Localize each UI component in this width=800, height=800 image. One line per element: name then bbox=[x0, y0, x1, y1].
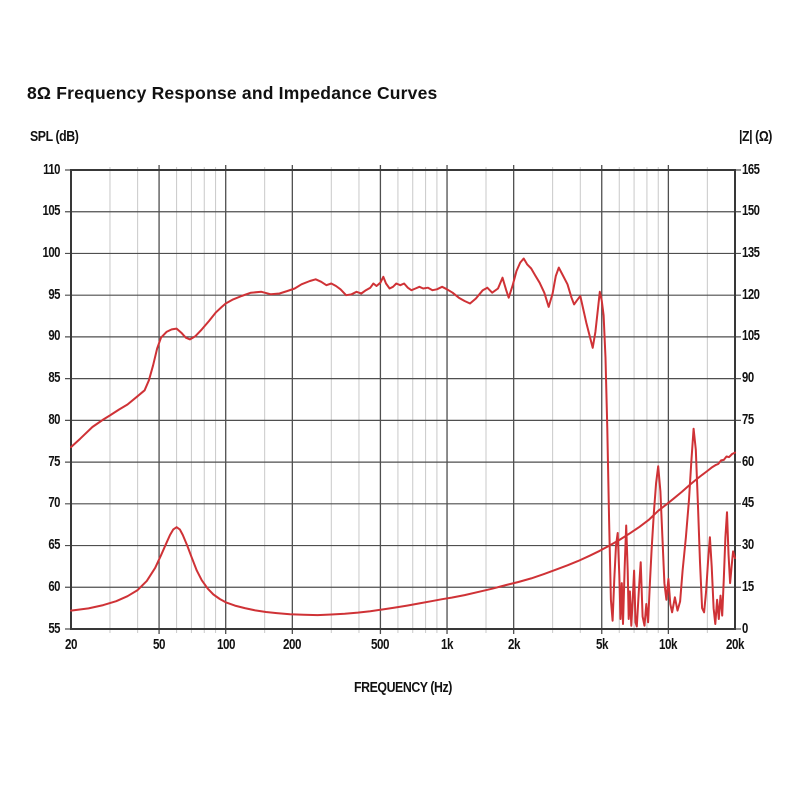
spl-tick-label: 85 bbox=[48, 370, 60, 387]
spl-tick-label: 60 bbox=[48, 578, 60, 595]
spl-tick-label: 75 bbox=[48, 453, 60, 470]
spl-tick-label: 100 bbox=[42, 244, 61, 261]
impedance-tick-label: 75 bbox=[742, 411, 754, 428]
freq-tick-label: 10k bbox=[659, 637, 678, 653]
spl-axis-label: SPL (dB) bbox=[30, 128, 79, 145]
frequency-response-curve bbox=[70, 257, 736, 628]
impedance-tick-label: 120 bbox=[742, 286, 760, 303]
impedance-tick-label: 150 bbox=[742, 203, 760, 220]
spl-tick-label: 65 bbox=[48, 537, 60, 554]
freq-tick-label: 100 bbox=[216, 637, 235, 653]
freq-tick-label: 200 bbox=[283, 637, 302, 653]
freq-tick-label: 2k bbox=[507, 637, 520, 653]
freq-tick-label: 50 bbox=[153, 637, 166, 653]
spl-tick-label: 95 bbox=[48, 286, 60, 303]
impedance-tick-label: 15 bbox=[742, 578, 754, 595]
impedance-axis-label: |Z| (Ω) bbox=[738, 128, 772, 145]
impedance-tick-label: 30 bbox=[742, 537, 754, 554]
freq-tick-label: 1k bbox=[441, 637, 454, 653]
freq-tick-label: 5k bbox=[595, 637, 608, 653]
freq-tick-label: 20 bbox=[65, 637, 77, 653]
impedance-tick-label: 135 bbox=[742, 244, 760, 261]
spl-tick-label: 110 bbox=[43, 161, 60, 178]
impedance-curve bbox=[70, 451, 736, 617]
spl-tick-label: 90 bbox=[48, 328, 60, 345]
plot-border bbox=[70, 169, 736, 630]
frequency-axis-label: FREQUENCY (Hz) bbox=[354, 680, 452, 696]
chart-title: 8Ω Frequency Response and Impedance Curv… bbox=[27, 83, 438, 103]
spl-tick-label: 105 bbox=[42, 203, 61, 220]
freq-tick-label: 20k bbox=[726, 637, 744, 653]
impedance-tick-label: 45 bbox=[742, 495, 754, 512]
impedance-tick-label: 165 bbox=[742, 161, 760, 178]
impedance-tick-label: 60 bbox=[742, 453, 754, 470]
spl-tick-label: 70 bbox=[48, 495, 60, 512]
impedance-tick-label: 0 bbox=[742, 620, 748, 637]
impedance-tick-label: 90 bbox=[742, 370, 754, 387]
freq-tick-label: 500 bbox=[371, 637, 390, 653]
spl-tick-label: 80 bbox=[48, 411, 60, 428]
impedance-tick-label: 105 bbox=[742, 328, 760, 345]
spl-tick-label: 55 bbox=[48, 620, 60, 637]
